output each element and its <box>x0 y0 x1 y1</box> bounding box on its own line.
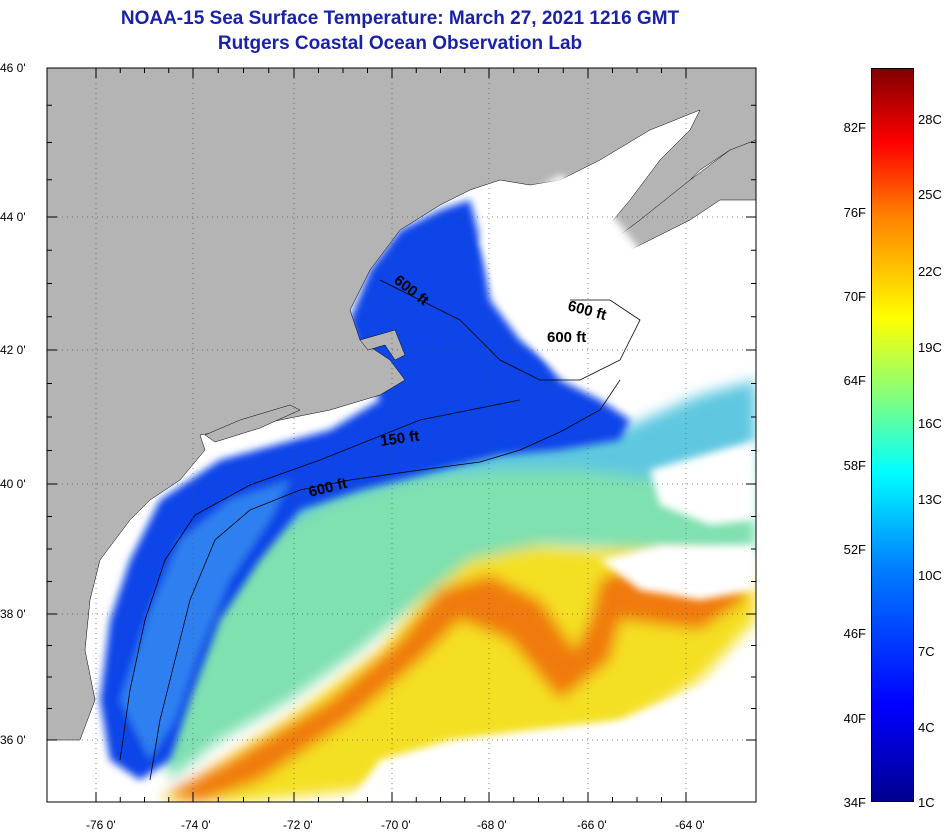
lon-label: -72 0' <box>283 818 313 832</box>
map-subtitle: Rutgers Coastal Ocean Observation Lab <box>217 33 583 54</box>
shelf-cool-nearshore <box>120 480 290 760</box>
contour-gom <box>379 279 641 381</box>
map-area <box>47 68 756 802</box>
colorbar-c-label: 19C <box>918 340 942 355</box>
lon-label: -64 0' <box>675 818 705 832</box>
contour-150ft <box>119 399 521 761</box>
graticule <box>47 68 756 802</box>
colorbar-f-label: 34F <box>843 795 866 810</box>
lat-label: 46 0' <box>0 61 26 75</box>
lat-label: 38 0' <box>0 607 26 621</box>
colorbar-c-label: 25C <box>918 187 942 202</box>
contour-600ft <box>149 379 621 781</box>
colorbar-c-label: 28C <box>918 112 942 127</box>
bathymetry-contours <box>119 279 641 781</box>
gulf-stream-core <box>165 555 745 802</box>
latitude-labels: 46 0' 44 0' 42 0' 40 0' 38 0' 36 0' <box>0 61 26 747</box>
cloud-patches <box>350 175 756 802</box>
colorbar-f-label: 58F <box>843 458 866 473</box>
colorbar-f-label: 46F <box>843 626 866 641</box>
colorbar-c-label: 16C <box>918 416 942 431</box>
colorbar-f-label: 82F <box>843 120 866 135</box>
lon-label: -76 0' <box>86 818 116 832</box>
colorbar-c-label: 10C <box>918 568 942 583</box>
lat-label: 42 0' <box>0 343 26 357</box>
lon-label: -68 0' <box>477 818 507 832</box>
long-island <box>204 404 301 443</box>
lat-label: 36 0' <box>0 733 26 747</box>
temperature-colorbar <box>871 68 914 802</box>
shelf-cold-water <box>100 200 630 780</box>
nova-scotia-land <box>599 139 756 256</box>
colorbar-f-label: 40F <box>843 711 866 726</box>
lon-label: -70 0' <box>381 818 411 832</box>
map-title: NOAA-15 Sea Surface Temperature: March 2… <box>120 8 680 29</box>
colorbar-c-label: 22C <box>918 264 942 279</box>
lat-label: 40 0' <box>0 477 26 491</box>
contour-label: 600 ft <box>547 329 586 346</box>
axis-ticks <box>47 67 756 802</box>
colorbar-f-label: 70F <box>843 289 866 304</box>
colorbar-f-label: 52F <box>843 542 866 557</box>
colorbar-c-label: 7C <box>918 644 935 659</box>
map-frame <box>46 67 757 803</box>
contour-label: 150 ft <box>379 428 420 450</box>
lat-label: 44 0' <box>0 210 26 224</box>
colorbar-f-label: 64F <box>843 373 866 388</box>
colorbar-f-label: 76F <box>843 205 866 220</box>
colorbar-c-label: 4C <box>918 720 935 735</box>
lon-label: -66 0' <box>577 818 607 832</box>
lon-label: -74 0' <box>181 818 211 832</box>
longitude-labels: -76 0' -74 0' -72 0' -70 0' -68 0' -66 0… <box>86 818 705 832</box>
colorbar-c-label: 13C <box>918 492 942 507</box>
colorbar-c-label: 1C <box>918 795 935 810</box>
